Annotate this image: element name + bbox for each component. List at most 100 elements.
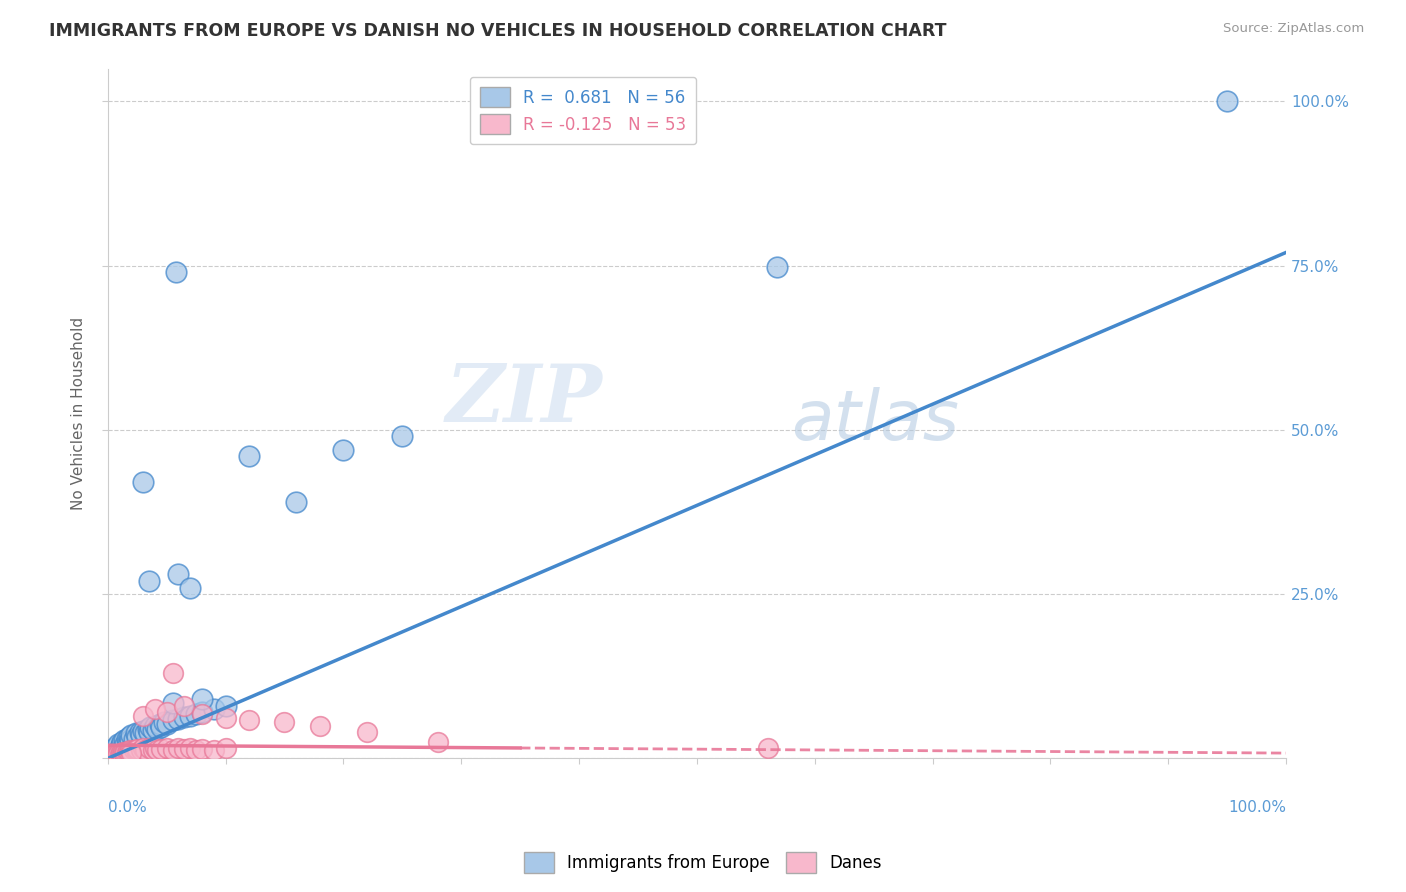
Point <box>184 743 207 757</box>
Y-axis label: No Vehicles in Household: No Vehicles in Household <box>72 317 86 510</box>
Legend: R =  0.681   N = 56, R = -0.125   N = 53: R = 0.681 N = 56, R = -0.125 N = 53 <box>470 77 696 145</box>
Point <box>98 747 121 762</box>
Text: 0.0%: 0.0% <box>108 800 146 814</box>
Point <box>111 735 134 749</box>
Point <box>184 706 207 721</box>
Point <box>114 737 136 751</box>
Point <box>101 749 124 764</box>
Point <box>125 726 148 740</box>
Point <box>191 692 214 706</box>
Point <box>214 740 236 755</box>
Point <box>238 449 260 463</box>
Point <box>132 723 155 738</box>
Point <box>127 742 149 756</box>
Point <box>120 733 142 747</box>
Point <box>179 581 201 595</box>
Point <box>149 742 172 756</box>
Point <box>103 743 125 757</box>
Point <box>191 706 214 721</box>
Point <box>139 720 162 734</box>
Point <box>117 744 139 758</box>
Point <box>112 746 135 760</box>
Point <box>117 735 139 749</box>
Point <box>132 475 155 490</box>
Point <box>179 741 201 756</box>
Point <box>162 665 184 680</box>
Point <box>129 743 152 757</box>
Point <box>162 743 184 757</box>
Point <box>156 706 179 720</box>
Point <box>167 740 190 755</box>
Point <box>756 741 779 756</box>
Point <box>128 725 150 739</box>
Point <box>143 718 166 732</box>
Point <box>115 731 138 746</box>
Point <box>136 722 159 736</box>
Point <box>173 710 195 724</box>
Point <box>167 567 190 582</box>
Point <box>146 722 169 736</box>
Point <box>132 708 155 723</box>
Point <box>107 747 129 761</box>
Point <box>118 745 141 759</box>
Point <box>149 716 172 731</box>
Point <box>100 748 122 763</box>
Point <box>103 747 125 762</box>
Point <box>173 742 195 756</box>
Point <box>108 747 131 762</box>
Point <box>426 735 449 749</box>
Point <box>108 740 131 755</box>
Point <box>165 265 187 279</box>
Point <box>114 745 136 759</box>
Point <box>120 743 142 757</box>
Point <box>112 733 135 747</box>
Text: IMMIGRANTS FROM EUROPE VS DANISH NO VEHICLES IN HOUSEHOLD CORRELATION CHART: IMMIGRANTS FROM EUROPE VS DANISH NO VEHI… <box>49 22 946 40</box>
Point <box>104 748 127 763</box>
Point <box>332 442 354 457</box>
Point <box>138 740 160 755</box>
Point <box>122 731 145 746</box>
Point <box>111 747 134 761</box>
Point <box>766 260 789 274</box>
Point <box>112 739 135 754</box>
Point <box>191 706 214 720</box>
Point <box>129 728 152 742</box>
Point <box>110 746 132 760</box>
Point <box>153 715 176 730</box>
Point <box>143 741 166 756</box>
Point <box>156 741 179 756</box>
Point <box>141 743 163 757</box>
Point <box>273 715 295 730</box>
Point <box>356 725 378 739</box>
Point <box>141 723 163 737</box>
Point <box>391 429 413 443</box>
Point <box>120 728 142 742</box>
Point <box>120 746 142 760</box>
Point <box>122 743 145 757</box>
Point <box>127 730 149 744</box>
Point <box>167 712 190 726</box>
Point <box>118 731 141 745</box>
Point <box>105 747 128 762</box>
Point <box>105 739 128 754</box>
Point <box>238 713 260 727</box>
Point <box>101 746 124 760</box>
Point <box>115 746 138 760</box>
Point <box>202 702 225 716</box>
Legend: Immigrants from Europe, Danes: Immigrants from Europe, Danes <box>517 846 889 880</box>
Point <box>134 743 156 757</box>
Point <box>110 738 132 752</box>
Point <box>112 746 135 760</box>
Point <box>104 741 127 756</box>
Text: ZIP: ZIP <box>446 361 603 438</box>
Point <box>308 718 330 732</box>
Point <box>120 744 142 758</box>
Point <box>214 711 236 725</box>
Point <box>191 742 214 756</box>
Point <box>173 698 195 713</box>
Point <box>98 750 121 764</box>
Point <box>143 702 166 716</box>
Point <box>138 574 160 588</box>
Point <box>107 737 129 751</box>
Point <box>1216 95 1239 109</box>
